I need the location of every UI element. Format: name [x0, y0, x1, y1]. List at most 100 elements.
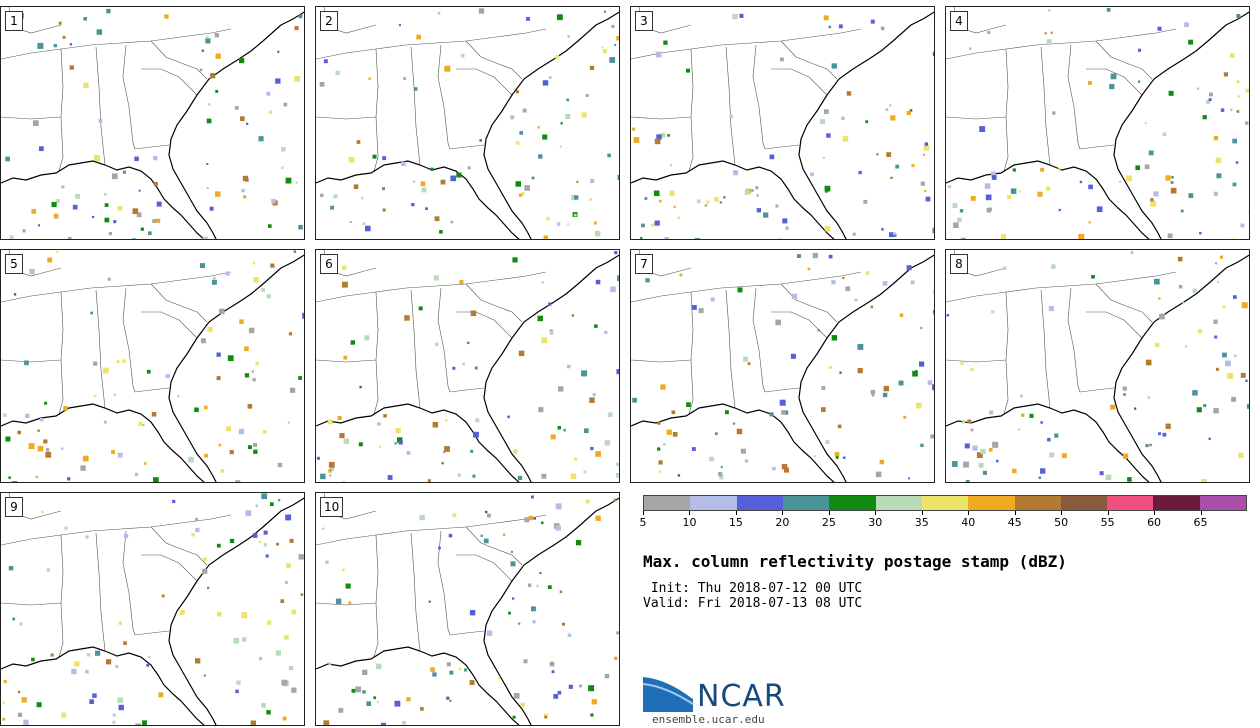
- reflectivity-cell: [1002, 266, 1007, 270]
- reflectivity-cell: [539, 572, 542, 575]
- reflectivity-cell: [263, 543, 268, 547]
- reflectivity-cell: [686, 402, 691, 407]
- reflectivity-cell: [559, 145, 562, 148]
- reflectivity-cell: [558, 386, 564, 392]
- reflectivity-cell: [991, 310, 995, 314]
- reflectivity-cell: [1208, 437, 1211, 440]
- reflectivity-cell: [416, 34, 421, 40]
- reflectivity-cell: [601, 46, 604, 49]
- state-border: [449, 387, 485, 393]
- reflectivity-cell: [452, 366, 456, 370]
- atlantic-coastline: [1113, 11, 1249, 239]
- reflectivity-cell: [957, 217, 962, 223]
- reflectivity-cell: [220, 469, 225, 473]
- reflectivity-cell: [824, 109, 829, 114]
- state-border: [150, 526, 208, 566]
- reflectivity-cell: [343, 355, 348, 360]
- reflectivity-cell: [5, 436, 11, 442]
- reflectivity-cell: [512, 257, 518, 263]
- reflectivity-cell: [235, 106, 239, 110]
- reflectivity-cell: [656, 134, 662, 140]
- colorbar-tick: [643, 511, 644, 515]
- reflectivity-cell: [959, 209, 964, 213]
- reflectivity-cell: [94, 155, 100, 161]
- reflectivity-cell: [459, 279, 464, 284]
- state-border: [465, 283, 523, 323]
- reflectivity-cell: [671, 410, 676, 415]
- reflectivity-cell: [248, 445, 252, 450]
- colorbar-tick-label: 30: [868, 516, 883, 529]
- state-border: [1067, 44, 1081, 150]
- reflectivity-cell: [458, 667, 462, 671]
- reflectivity-cell: [732, 13, 738, 20]
- reflectivity-cell: [285, 177, 292, 184]
- reflectivity-cell: [1010, 188, 1017, 194]
- reflectivity-cell: [413, 87, 418, 91]
- reflectivity-cell: [1091, 275, 1095, 279]
- reflectivity-cell: [361, 481, 367, 482]
- reflectivity-cell: [557, 14, 563, 21]
- reflectivity-cell: [29, 268, 35, 275]
- state-border: [58, 48, 64, 172]
- reflectivity-cell: [1122, 386, 1127, 391]
- reflectivity-cell: [821, 386, 826, 390]
- reflectivity-cell: [1012, 468, 1017, 474]
- reflectivity-cell: [843, 456, 846, 459]
- reflectivity-cell: [673, 205, 676, 208]
- reflectivity-cell: [1230, 238, 1235, 239]
- reflectivity-cell: [435, 342, 439, 347]
- reflectivity-cell: [323, 59, 328, 64]
- state-border: [95, 46, 106, 166]
- reflectivity-cell: [425, 207, 428, 210]
- reflectivity-cell: [831, 280, 836, 285]
- reflectivity-cell: [892, 232, 896, 235]
- reflectivity-cell: [235, 689, 239, 694]
- reflectivity-cell: [686, 68, 690, 73]
- state-border: [150, 40, 208, 80]
- reflectivity-cell: [1222, 305, 1226, 309]
- reflectivity-cell: [339, 433, 345, 439]
- reflectivity-cell: [195, 517, 198, 521]
- reflectivity-cell: [660, 384, 666, 390]
- reflectivity-cell: [1208, 98, 1212, 102]
- reflectivity-cell: [1158, 297, 1161, 300]
- reflectivity-cell: [583, 470, 587, 474]
- reflectivity-cell: [216, 376, 221, 381]
- reflectivity-cell: [743, 356, 748, 362]
- reflectivity-cell: [522, 108, 527, 113]
- reflectivity-cell: [932, 310, 934, 315]
- state-border: [141, 554, 198, 582]
- reflectivity-cell: [828, 254, 833, 259]
- state-border: [122, 287, 136, 393]
- reflectivity-cell: [871, 394, 875, 397]
- state-border: [456, 68, 513, 96]
- reflectivity-cell: [581, 112, 587, 118]
- reflectivity-cell: [36, 702, 42, 708]
- reflectivity-cell: [1232, 138, 1237, 144]
- state-border: [752, 44, 766, 150]
- reflectivity-cell: [1018, 428, 1021, 431]
- reflectivity-cell: [982, 470, 987, 475]
- reflectivity-cell: [262, 429, 267, 434]
- reflectivity-cell: [253, 277, 259, 283]
- gulf-coastline: [316, 160, 520, 239]
- reflectivity-cell: [420, 707, 424, 711]
- reflectivity-cell: [104, 192, 107, 196]
- reflectivity-cell: [251, 370, 254, 373]
- reflectivity-cell: [828, 365, 832, 369]
- reflectivity-cell: [751, 189, 754, 192]
- panel-number: 4: [950, 11, 968, 31]
- reflectivity-cell: [398, 24, 401, 27]
- reflectivity-cell: [362, 669, 368, 675]
- reflectivity-cell: [834, 452, 840, 457]
- reflectivity-cell: [90, 311, 94, 315]
- reflectivity-cell: [1192, 390, 1198, 396]
- reflectivity-cell: [1147, 396, 1150, 399]
- reflectivity-cell: [557, 690, 562, 695]
- reflectivity-cell: [543, 713, 548, 718]
- reflectivity-cell: [593, 221, 597, 225]
- reflectivity-cell: [419, 514, 425, 521]
- state-border: [449, 630, 485, 636]
- reflectivity-cell: [898, 380, 904, 386]
- reflectivity-cell: [1109, 84, 1115, 90]
